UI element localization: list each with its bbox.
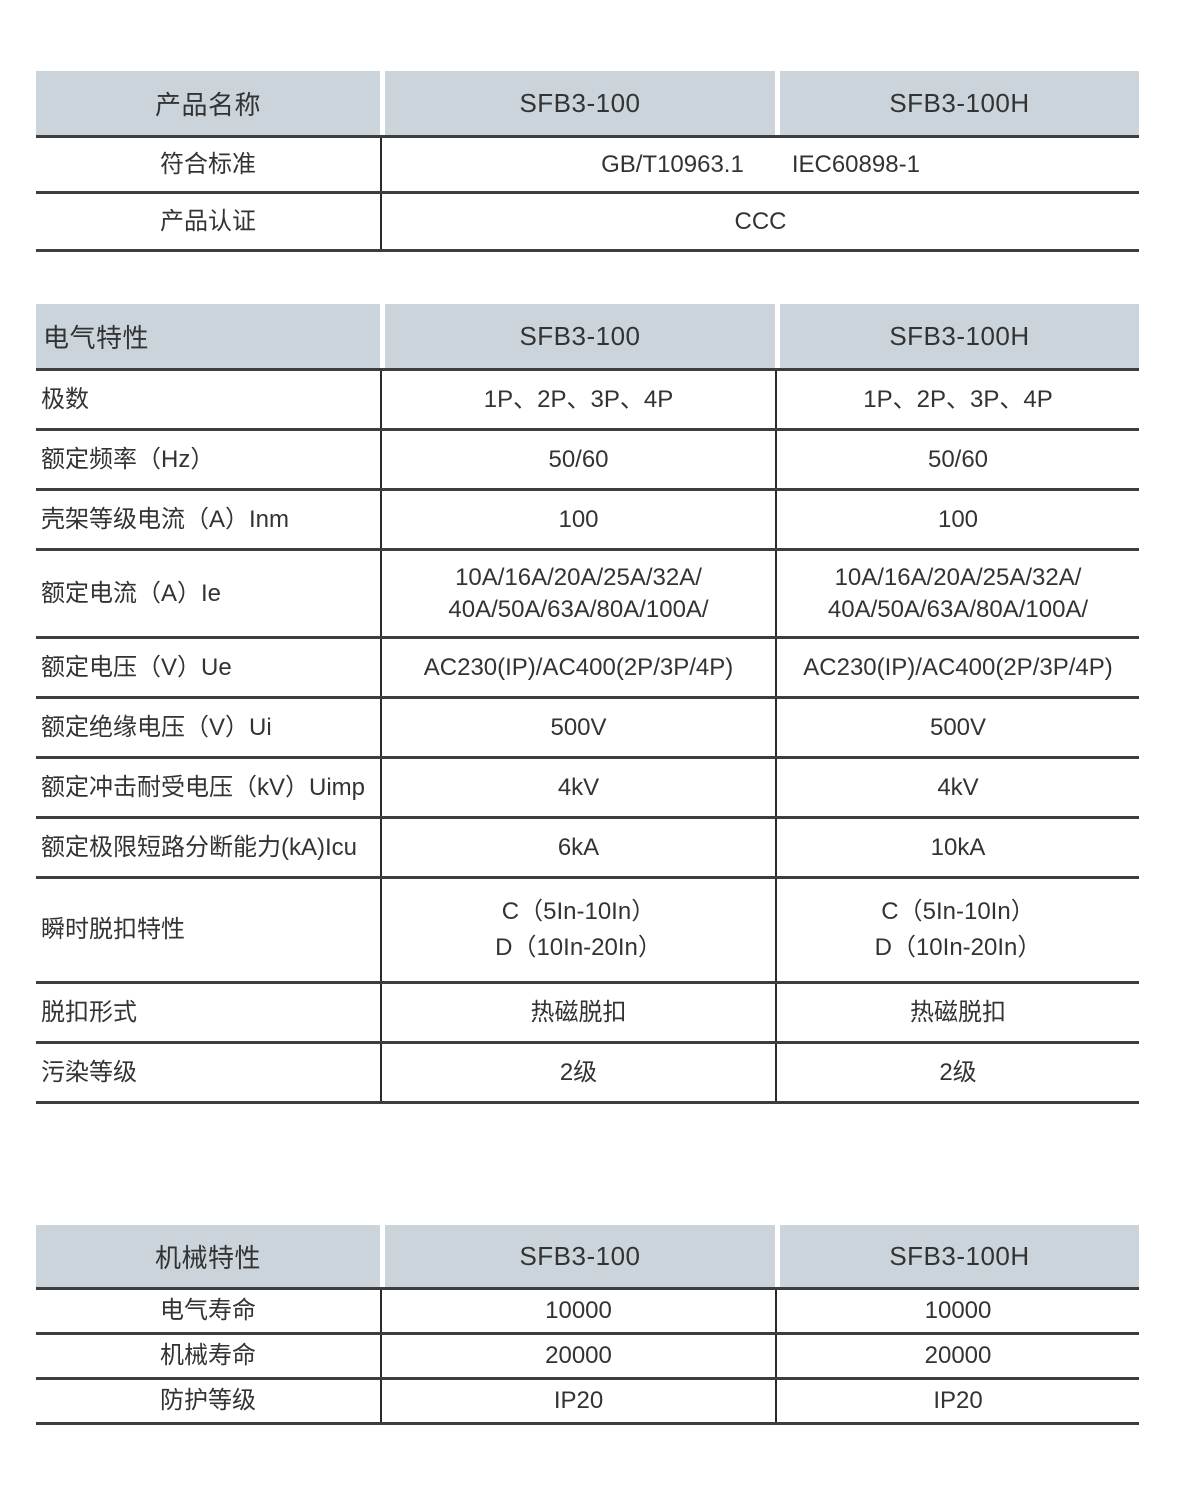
table-row: 额定电流（A）Ie 10A/16A/20A/25A/32A/ 40A/50A/6… xyxy=(36,551,1139,639)
table-row: 污染等级 2级 2级 xyxy=(36,1044,1139,1104)
row-value-sfb3-100h: 10kA xyxy=(775,819,1139,876)
electrical-table-header-row: 电气特性 SFB3-100 SFB3-100H xyxy=(36,304,1139,371)
standards-pair: GB/T10963.1 IEC60898-1 xyxy=(601,149,920,181)
row-value-sfb3-100: 1P、2P、3P、4P xyxy=(380,371,775,428)
row-label-instantaneous-trip: 瞬时脱扣特性 xyxy=(41,916,185,943)
table-row: 额定频率（Hz） 50/60 50/60 xyxy=(36,431,1139,491)
table-row: 机械寿命 20000 20000 xyxy=(36,1335,1139,1380)
row-label-standards: 符合标准 xyxy=(160,150,256,178)
table-row: 极数 1P、2P、3P、4P 1P、2P、3P、4P xyxy=(36,371,1139,431)
row-value-sfb3-100h: 500V xyxy=(775,699,1139,756)
row-value-sfb3-100h: 10000 xyxy=(775,1290,1139,1332)
table-row: 防护等级 IP20 IP20 xyxy=(36,1380,1139,1425)
row-value-sfb3-100: 100 xyxy=(380,491,775,548)
electrical-characteristics-table: 电气特性 SFB3-100 SFB3-100H 极数 1P、2P、3P、4P 1… xyxy=(36,304,1139,1104)
row-value-sfb3-100h: 20000 xyxy=(775,1335,1139,1377)
row-label-protection-degree: 防护等级 xyxy=(160,1387,256,1414)
electrical-characteristics-header-cell: 电气特性 xyxy=(36,304,380,368)
row-value-certification: CCC xyxy=(380,194,1139,249)
product-name-header-cell: 产品名称 xyxy=(36,71,380,135)
row-value-sfb3-100: 10A/16A/20A/25A/32A/ 40A/50A/63A/80A/100… xyxy=(380,551,775,636)
table-row: 符合标准 GB/T10963.1 IEC60898-1 xyxy=(36,138,1139,194)
row-value-sfb3-100: 50/60 xyxy=(380,431,775,488)
row-label-mechanical-life: 机械寿命 xyxy=(160,1342,256,1369)
model-sfb3-100h-header-cell: SFB3-100H xyxy=(780,71,1139,135)
row-value-sfb3-100: AC230(IP)/AC400(2P/3P/4P) xyxy=(380,639,775,696)
table-row: 额定绝缘电压（V）Ui 500V 500V xyxy=(36,699,1139,759)
row-value-sfb3-100: 10000 xyxy=(380,1290,775,1332)
row-value-sfb3-100: 热磁脱扣 xyxy=(380,984,775,1041)
row-label-rated-voltage: 额定电压（V）Ue xyxy=(41,653,232,681)
row-label-poles: 极数 xyxy=(41,385,89,413)
row-value-sfb3-100h: 2级 xyxy=(775,1044,1139,1101)
row-value-standards: GB/T10963.1 IEC60898-1 xyxy=(380,138,1139,191)
row-value-sfb3-100h: 100 xyxy=(775,491,1139,548)
row-value-sfb3-100: C（5In-10In） D（10In-20In） xyxy=(380,879,775,981)
mechanical-characteristics-header-cell: 机械特性 xyxy=(36,1225,380,1287)
row-value-sfb3-100: 20000 xyxy=(380,1335,775,1377)
row-label-breaking-capacity: 额定极限短路分断能力(kA)Icu xyxy=(41,833,358,861)
row-label-rated-current: 额定电流（A）Ie xyxy=(41,579,222,607)
mechanical-characteristics-table: 机械特性 SFB3-100 SFB3-100H 电气寿命 10000 10000… xyxy=(36,1225,1139,1425)
table-row: 额定电压（V）Ue AC230(IP)/AC400(2P/3P/4P) AC23… xyxy=(36,639,1139,699)
row-label-rated-frequency: 额定频率（Hz） xyxy=(41,445,215,473)
row-value-sfb3-100h: 10A/16A/20A/25A/32A/ 40A/50A/63A/80A/100… xyxy=(775,551,1139,636)
row-label-frame-current: 壳架等级电流（A）Inm xyxy=(41,505,290,533)
standard-gb: GB/T10963.1 xyxy=(601,150,744,178)
product-table-header-row: 产品名称 SFB3-100 SFB3-100H xyxy=(36,71,1139,138)
row-value-sfb3-100h: AC230(IP)/AC400(2P/3P/4P) xyxy=(775,639,1139,696)
mechanical-table-header-row: 机械特性 SFB3-100 SFB3-100H xyxy=(36,1225,1139,1290)
row-label-electrical-life: 电气寿命 xyxy=(160,1297,256,1324)
model-sfb3-100-header-cell: SFB3-100 xyxy=(385,304,775,368)
row-label-impulse-voltage: 额定冲击耐受电压（kV）Uimp xyxy=(41,773,366,801)
row-value-sfb3-100: 6kA xyxy=(380,819,775,876)
row-value-sfb3-100h: 热磁脱扣 xyxy=(775,984,1139,1041)
model-sfb3-100h-header-cell: SFB3-100H xyxy=(780,1225,1139,1287)
table-row: 产品认证 CCC xyxy=(36,194,1139,252)
model-sfb3-100-header-cell: SFB3-100 xyxy=(385,71,775,135)
row-value-sfb3-100h: IP20 xyxy=(775,1380,1139,1422)
row-value-sfb3-100: 2级 xyxy=(380,1044,775,1101)
table-row: 额定极限短路分断能力(kA)Icu 6kA 10kA xyxy=(36,819,1139,879)
row-value-sfb3-100: IP20 xyxy=(380,1380,775,1422)
standard-iec: IEC60898-1 xyxy=(791,150,920,178)
row-label-pollution-degree: 污染等级 xyxy=(41,1058,137,1086)
table-row: 瞬时脱扣特性 C（5In-10In） D（10In-20In） C（5In-10… xyxy=(36,879,1139,984)
row-value-sfb3-100h: C（5In-10In） D（10In-20In） xyxy=(775,879,1139,981)
row-label-insulation-voltage: 额定绝缘电压（V）Ui xyxy=(41,713,272,741)
row-value-sfb3-100: 500V xyxy=(380,699,775,756)
row-value-sfb3-100: 4kV xyxy=(380,759,775,816)
row-label-certification: 产品认证 xyxy=(160,207,256,235)
model-sfb3-100h-header-cell: SFB3-100H xyxy=(780,304,1139,368)
product-info-table: 产品名称 SFB3-100 SFB3-100H 符合标准 GB/T10963.1… xyxy=(36,71,1139,252)
table-row: 额定冲击耐受电压（kV）Uimp 4kV 4kV xyxy=(36,759,1139,819)
table-row: 壳架等级电流（A）Inm 100 100 xyxy=(36,491,1139,551)
row-value-sfb3-100h: 1P、2P、3P、4P xyxy=(775,371,1139,428)
row-label-trip-type: 脱扣形式 xyxy=(41,998,137,1026)
table-row: 电气寿命 10000 10000 xyxy=(36,1290,1139,1335)
model-sfb3-100-header-cell: SFB3-100 xyxy=(385,1225,775,1287)
table-row: 脱扣形式 热磁脱扣 热磁脱扣 xyxy=(36,984,1139,1044)
row-value-sfb3-100h: 50/60 xyxy=(775,431,1139,488)
row-value-sfb3-100h: 4kV xyxy=(775,759,1139,816)
